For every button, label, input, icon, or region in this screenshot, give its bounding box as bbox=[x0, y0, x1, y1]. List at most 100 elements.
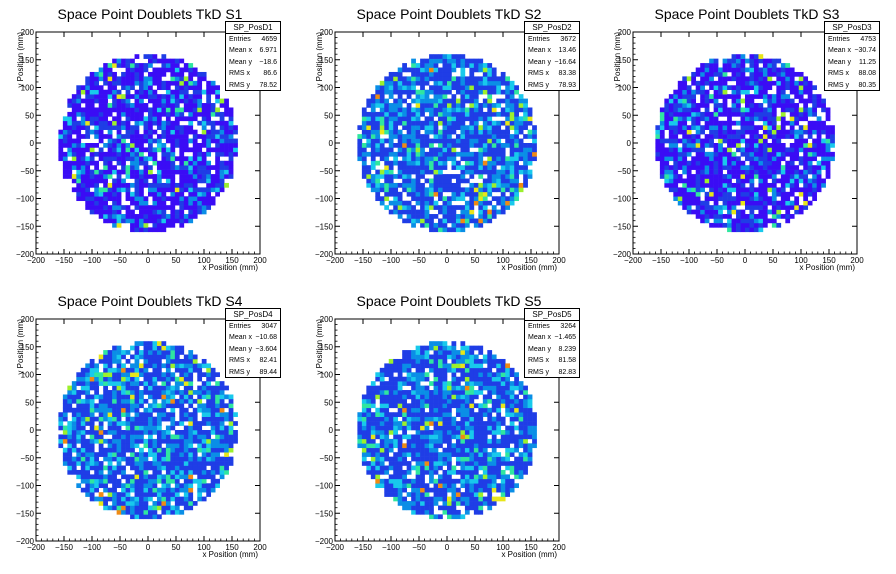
heatmap-bin bbox=[455, 187, 461, 193]
heatmap-bin bbox=[152, 372, 158, 378]
heatmap-bin bbox=[183, 134, 189, 139]
heatmap-bin bbox=[188, 85, 194, 91]
heatmap-bin bbox=[156, 182, 162, 188]
heatmap-bin bbox=[116, 483, 122, 489]
heatmap-bin bbox=[812, 178, 817, 184]
heatmap-bin bbox=[460, 205, 466, 210]
heatmap-bin bbox=[148, 187, 153, 193]
heatmap-bin bbox=[393, 205, 399, 210]
heatmap-bin bbox=[201, 434, 207, 440]
heatmap-bin bbox=[174, 358, 180, 364]
heatmap-bin bbox=[397, 129, 403, 135]
heatmap-bin bbox=[460, 89, 466, 95]
heatmap-bin bbox=[228, 416, 234, 422]
heatmap-bin bbox=[745, 196, 750, 202]
heatmap-bin bbox=[713, 120, 719, 126]
heatmap-bin bbox=[89, 71, 95, 77]
heatmap-bin bbox=[491, 107, 497, 113]
heatmap-bin bbox=[215, 165, 220, 170]
heatmap-bin bbox=[673, 182, 679, 188]
heatmap-bin bbox=[509, 191, 515, 197]
heatmap-bin bbox=[789, 98, 795, 104]
heatmap-bin bbox=[722, 191, 728, 197]
heatmap-bin bbox=[361, 151, 367, 157]
heatmap-bin bbox=[731, 129, 737, 135]
heatmap-bin bbox=[174, 125, 180, 130]
heatmap-bin bbox=[438, 218, 443, 224]
heatmap-bin bbox=[402, 151, 407, 157]
heatmap-bin bbox=[812, 196, 817, 202]
heatmap-bin bbox=[375, 85, 381, 91]
heatmap-bin bbox=[121, 456, 126, 462]
heatmap-bin bbox=[98, 134, 104, 139]
heatmap-bin bbox=[740, 89, 746, 95]
heatmap-bin bbox=[143, 376, 149, 382]
heatmap-bin bbox=[406, 151, 412, 157]
heatmap-bin bbox=[125, 390, 131, 395]
heatmap-bin bbox=[188, 421, 194, 426]
stats-row-mean-x: Mean x −30.74 bbox=[828, 47, 876, 55]
heatmap-bin bbox=[62, 425, 68, 431]
heatmap-bin bbox=[228, 421, 234, 426]
heatmap-bin bbox=[183, 447, 189, 453]
heatmap-bin bbox=[179, 487, 185, 493]
heatmap-bin bbox=[121, 169, 126, 175]
heatmap-bin bbox=[357, 147, 363, 153]
heatmap-bin bbox=[370, 461, 376, 466]
heatmap-bin bbox=[228, 160, 234, 166]
heatmap-bin bbox=[438, 67, 443, 73]
heatmap-bin bbox=[745, 214, 750, 219]
heatmap-bin bbox=[767, 129, 773, 135]
heatmap-bin bbox=[103, 116, 108, 122]
heatmap-bin bbox=[785, 191, 791, 197]
heatmap-bin bbox=[98, 412, 104, 417]
heatmap-bin bbox=[740, 134, 746, 139]
heatmap-bin bbox=[451, 214, 457, 219]
heatmap-bin bbox=[433, 107, 439, 113]
heatmap-bin bbox=[429, 169, 434, 175]
heatmap-bin bbox=[695, 156, 701, 162]
heatmap-bin bbox=[366, 178, 372, 184]
heatmap-bin bbox=[455, 120, 461, 126]
heatmap-bin bbox=[206, 187, 212, 193]
heatmap-bin bbox=[500, 143, 506, 148]
heatmap-bin bbox=[478, 134, 484, 139]
heatmap-bin bbox=[139, 514, 144, 520]
heatmap-bin bbox=[224, 182, 229, 188]
heatmap-bin bbox=[384, 165, 390, 170]
heatmap-bin bbox=[76, 376, 82, 382]
heatmap-bin bbox=[139, 71, 144, 77]
heatmap-bin bbox=[174, 443, 180, 449]
heatmap-bin bbox=[785, 129, 791, 135]
heatmap-bin bbox=[518, 151, 524, 157]
heatmap-bin bbox=[682, 191, 688, 197]
heatmap-bin bbox=[722, 205, 728, 210]
heatmap-bin bbox=[116, 345, 122, 351]
heatmap-bin bbox=[785, 103, 791, 108]
heatmap-bin bbox=[125, 67, 131, 73]
heatmap-bin bbox=[112, 205, 117, 210]
heatmap-bin bbox=[179, 222, 185, 228]
heatmap-bin bbox=[85, 94, 91, 99]
heatmap-bin bbox=[704, 138, 710, 144]
heatmap-bin bbox=[803, 178, 809, 184]
heatmap-bin bbox=[192, 89, 198, 95]
x-tick-label: −200 bbox=[624, 256, 643, 265]
heatmap-bin bbox=[527, 156, 533, 162]
heatmap-bin bbox=[700, 98, 705, 104]
heatmap-bin bbox=[161, 227, 167, 233]
heatmap-bin bbox=[487, 129, 493, 135]
heatmap-bin bbox=[509, 200, 515, 206]
heatmap-bin bbox=[473, 111, 479, 117]
heatmap-bin bbox=[94, 461, 100, 466]
heatmap-bin bbox=[174, 487, 180, 493]
heatmap-bin bbox=[473, 165, 479, 170]
heatmap-bin bbox=[130, 381, 135, 386]
heatmap-bin bbox=[228, 151, 234, 157]
heatmap-bin bbox=[174, 505, 180, 511]
heatmap-bin bbox=[197, 465, 203, 471]
heatmap-bin bbox=[455, 138, 461, 144]
heatmap-bin bbox=[58, 416, 64, 422]
heatmap-bin bbox=[731, 187, 737, 193]
heatmap-bin bbox=[429, 103, 434, 108]
